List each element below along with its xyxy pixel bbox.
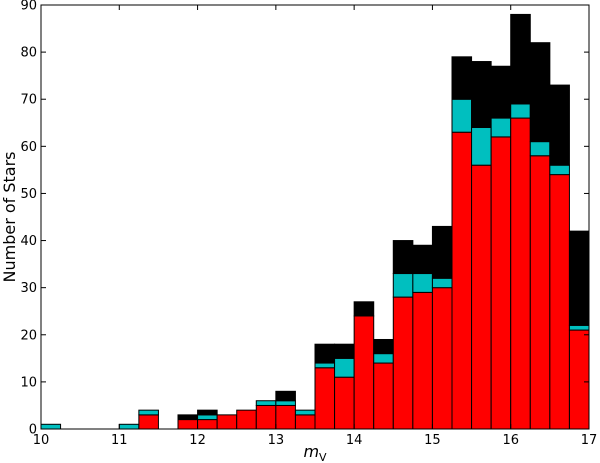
x-tick-label: 13: [268, 433, 285, 448]
x-tick-label: 16: [502, 433, 519, 448]
x-axis-title-main: m: [303, 442, 319, 461]
bar-series2-bin12: [275, 390, 296, 402]
bar-series2-bin14: [314, 343, 336, 364]
x-tick-label: 14: [346, 433, 363, 448]
y-tick-label: 50: [20, 187, 37, 202]
y-axis-title: Number of Stars: [0, 151, 19, 282]
y-tick-label: 80: [20, 46, 37, 61]
bar-series0-bin15: [334, 376, 355, 430]
bar-series0-bin20: [431, 287, 453, 430]
bar-series1-bin18: [392, 273, 414, 298]
bar-series2-bin26: [549, 84, 570, 166]
bar-series0-bin27: [568, 329, 590, 430]
bar-series2-bin16: [353, 301, 375, 317]
x-axis-title: mV: [303, 442, 327, 463]
bar-series1-bin25: [529, 141, 551, 157]
x-axis-title-sub: V: [319, 451, 327, 463]
bar-series1-bin11: [255, 400, 277, 406]
bar-series1-bin26: [549, 164, 570, 176]
bar-series1-bin27: [568, 324, 590, 331]
x-tick-label: 15: [424, 433, 441, 448]
bar-series1-bin21: [451, 98, 473, 133]
bar-series0-bin18: [392, 296, 414, 430]
bar-series2-bin23: [490, 65, 512, 119]
bar-series0-bin21: [451, 131, 473, 430]
bar-series1-bin14: [314, 362, 336, 369]
bar-series2-bin24: [510, 13, 531, 105]
x-tick-label: 12: [189, 433, 206, 448]
bar-series2-bin25: [529, 42, 551, 143]
bar-series2-bin19: [412, 244, 433, 275]
x-tick-label: 10: [33, 433, 50, 448]
bar-series1-bin24: [510, 103, 531, 119]
bar-series2-bin20: [431, 225, 453, 279]
bar-series1-bin20: [431, 277, 453, 289]
bars-group: [40, 13, 590, 430]
bar-series0-bin25: [529, 155, 551, 430]
bar-series2-bin21: [451, 56, 473, 100]
bar-series0-bin17: [373, 362, 394, 430]
y-tick-label: 20: [20, 328, 37, 343]
bar-series0-bin8: [197, 419, 218, 430]
y-tick-label: 60: [20, 140, 37, 155]
bar-series0-bin9: [216, 414, 238, 430]
bar-series1-bin4: [118, 423, 140, 430]
bar-series0-bin16: [353, 315, 375, 430]
y-tick-label: 40: [20, 234, 37, 249]
bar-series2-bin18: [392, 240, 414, 275]
x-tick-labels: 10 11 12 13 14 15 16 17: [33, 433, 598, 448]
bar-series0-bin13: [294, 414, 316, 430]
bar-series1-bin5: [138, 409, 159, 416]
y-tick-label: 90: [20, 0, 37, 14]
bar-series0-bin11: [255, 404, 277, 430]
bar-series1-bin8: [197, 414, 218, 421]
bar-series0-bin22: [471, 164, 492, 430]
bar-series0-bin26: [549, 174, 570, 430]
bar-series1-bin15: [334, 357, 355, 378]
y-tick-label: 30: [20, 281, 37, 296]
bar-series0-bin5: [138, 414, 159, 430]
bar-series1-bin13: [294, 409, 316, 416]
bar-series0-bin23: [490, 136, 512, 430]
bar-series1-bin19: [412, 273, 433, 293]
bar-series2-bin22: [471, 61, 492, 128]
y-tick-labels: 0 10 20 30 40 50 60 70 80 90: [20, 0, 37, 438]
bar-series2-bin8: [197, 409, 218, 416]
bar-series0-bin12: [275, 404, 296, 430]
x-tick-label: 17: [581, 433, 598, 448]
bar-series0-bin7: [177, 419, 199, 430]
bar-series0-bin19: [412, 291, 433, 430]
bar-series1-bin23: [490, 117, 512, 138]
bar-series2-bin7: [177, 414, 199, 421]
y-tick-label: 70: [20, 93, 37, 108]
bar-series1-bin0: [40, 423, 62, 430]
y-tick-label: 10: [20, 375, 37, 390]
bar-series0-bin14: [314, 367, 336, 430]
bar-series0-bin24: [510, 117, 531, 430]
bar-series1-bin12: [275, 400, 296, 406]
bar-series2-bin15: [334, 343, 355, 359]
y-tick-label: 0: [29, 423, 37, 438]
x-tick-label: 11: [111, 433, 128, 448]
bar-series2-bin27: [568, 230, 590, 326]
bar-series0-bin10: [236, 409, 257, 430]
bar-series1-bin17: [373, 353, 394, 364]
bar-series2-bin17: [373, 338, 394, 355]
bar-series1-bin22: [471, 126, 492, 166]
plot-frame: [40, 4, 590, 430]
